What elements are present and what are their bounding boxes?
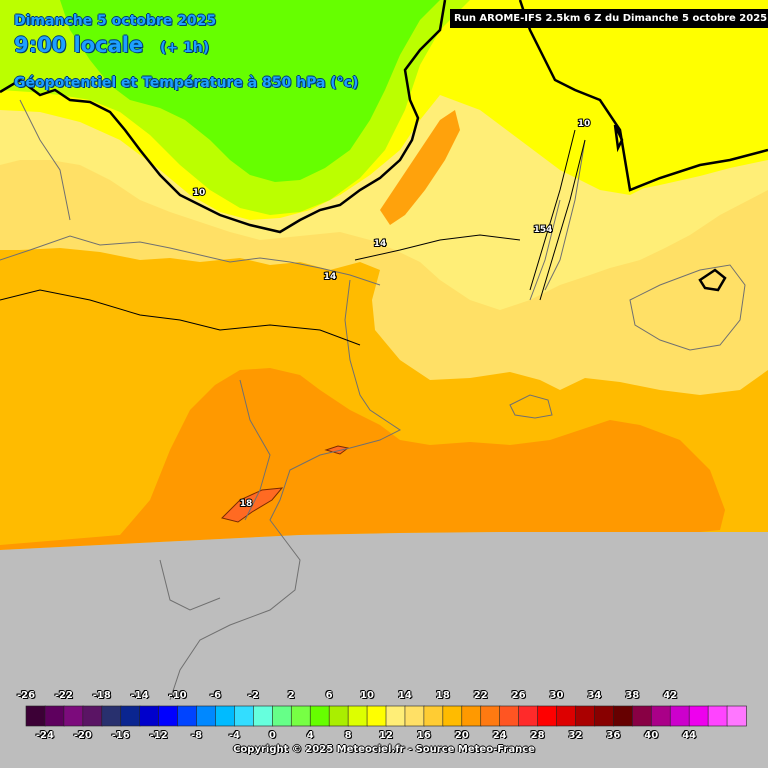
run-info-text: Run AROME-IFS 2.5km 6 Z du Dimanche 5 oc…	[454, 13, 768, 24]
isoline-label-10-west: 10	[193, 188, 206, 198]
legend-swatch	[328, 705, 349, 727]
isoline-label-14-a: 14	[374, 239, 387, 249]
legend-top-label: 42	[663, 690, 678, 701]
legend-bottom-label: -12	[149, 730, 168, 741]
legend-swatch	[632, 705, 653, 727]
legend-swatch	[499, 705, 520, 727]
color-legend: -26 -22 -18 -14 -10 -6 -2 2 6 10 14 18 22 26 30 34 38 42 …	[0, 688, 768, 768]
legend-swatch	[366, 705, 387, 727]
legend-swatch	[669, 705, 690, 727]
legend-top-label: -6	[209, 690, 222, 701]
legend-top-label: 26	[511, 690, 526, 701]
legend-swatch	[613, 705, 634, 727]
legend-swatch	[25, 705, 46, 727]
legend-bottom-label: 36	[606, 730, 621, 741]
legend-bottom-label: -24	[35, 730, 54, 741]
legend-swatch	[556, 705, 577, 727]
temperature-field-green	[60, 0, 440, 182]
legend-top-label: 14	[397, 690, 412, 701]
legend-swatch	[347, 705, 368, 727]
legend-bottom-label: 8	[344, 730, 352, 741]
legend-bottom-label: 0	[268, 730, 276, 741]
legend-bottom-label: 44	[682, 730, 697, 741]
legend-swatch	[82, 705, 103, 727]
legend-bottom-label: 28	[530, 730, 545, 741]
legend-swatch	[594, 705, 615, 727]
legend-swatch	[272, 705, 293, 727]
legend-top-label: 2	[287, 690, 295, 701]
legend-bottom-label: 20	[454, 730, 469, 741]
legend-bottom-label: -20	[73, 730, 92, 741]
isoline-label-10-east: 10	[578, 119, 591, 129]
forecast-date: Dimanche 5 octobre 2025	[14, 13, 217, 29]
legend-top-label: 22	[473, 690, 488, 701]
legend-swatch	[253, 705, 274, 727]
legend-top-label: 10	[360, 690, 375, 701]
temperature-field-dark-orange	[0, 368, 725, 550]
legend-top-label: -14	[130, 690, 149, 701]
legend-swatch	[537, 705, 558, 727]
legend-top-label: 34	[587, 690, 602, 701]
legend-swatch	[63, 705, 84, 727]
isoline-labels: 10 10 14 14 154 18	[192, 118, 592, 510]
geopotential-isolines	[0, 129, 586, 346]
legend-top-label: -26	[16, 690, 36, 701]
legend-swatch	[44, 705, 65, 727]
legend-top-label: -2	[247, 690, 259, 701]
legend-swatch	[575, 705, 596, 727]
legend-swatch	[442, 705, 463, 727]
legend-swatch	[158, 705, 179, 727]
legend-bottom-label: 12	[379, 730, 393, 741]
legend-color-bar	[25, 705, 747, 727]
copyright-notice: Copyright © 2025 Meteociel.fr - Source M…	[233, 744, 535, 755]
legend-top-label: 38	[625, 690, 640, 701]
legend-swatch	[101, 705, 122, 727]
legend-top-label: 18	[435, 690, 450, 701]
forecast-time: 9:00 locale	[14, 33, 144, 57]
legend-swatch	[688, 705, 709, 727]
legend-swatch	[215, 705, 236, 727]
time-offset: (+ 1h)	[160, 40, 210, 56]
legend-bottom-label: 16	[416, 730, 431, 741]
legend-swatch	[518, 705, 539, 727]
legend-swatch	[480, 705, 501, 727]
coastlines	[0, 99, 746, 701]
legend-bottom-label: 40	[644, 730, 659, 741]
legend-swatch	[650, 705, 672, 727]
legend-swatch	[196, 705, 217, 727]
legend-swatch	[726, 705, 747, 727]
legend-bottom-label: -8	[190, 730, 203, 741]
country-borders	[0, 0, 768, 292]
legend-swatch	[120, 705, 141, 727]
temperature-field-yellow-east	[520, 0, 768, 190]
legend-swatch	[404, 705, 425, 727]
legend-swatch	[234, 705, 255, 727]
legend-top-label: -22	[54, 690, 73, 701]
legend-top-label: 6	[325, 690, 333, 701]
legend-top-label: -10	[168, 690, 187, 701]
isoline-label-18: 18	[240, 499, 253, 509]
legend-swatch	[290, 705, 312, 727]
legend-bottom-label: 32	[568, 730, 583, 741]
legend-swatch	[707, 705, 728, 727]
legend-top-label: 30	[549, 690, 564, 701]
legend-swatch	[461, 705, 482, 727]
isoline-label-14-b: 14	[324, 272, 337, 282]
legend-swatch	[177, 705, 198, 727]
legend-swatch	[385, 705, 406, 727]
run-info-box: Run AROME-IFS 2.5km 6 Z du Dimanche 5 oc…	[450, 9, 768, 28]
legend-swatch	[309, 705, 330, 727]
temperature-field-dark-orange-ne	[380, 110, 460, 225]
legend-bottom-label: 24	[492, 730, 507, 741]
legend-swatch	[423, 705, 444, 727]
legend-bottom-label: 4	[306, 730, 314, 741]
legend-swatch	[139, 705, 160, 727]
legend-top-label: -18	[92, 690, 111, 701]
isoline-label-154: 154	[534, 225, 553, 235]
legend-bottom-label: -16	[111, 730, 130, 741]
legend-bottom-label: -4	[228, 730, 240, 741]
parameter-title: Géopotentiel et Température à 850 hPa (°…	[14, 75, 359, 91]
